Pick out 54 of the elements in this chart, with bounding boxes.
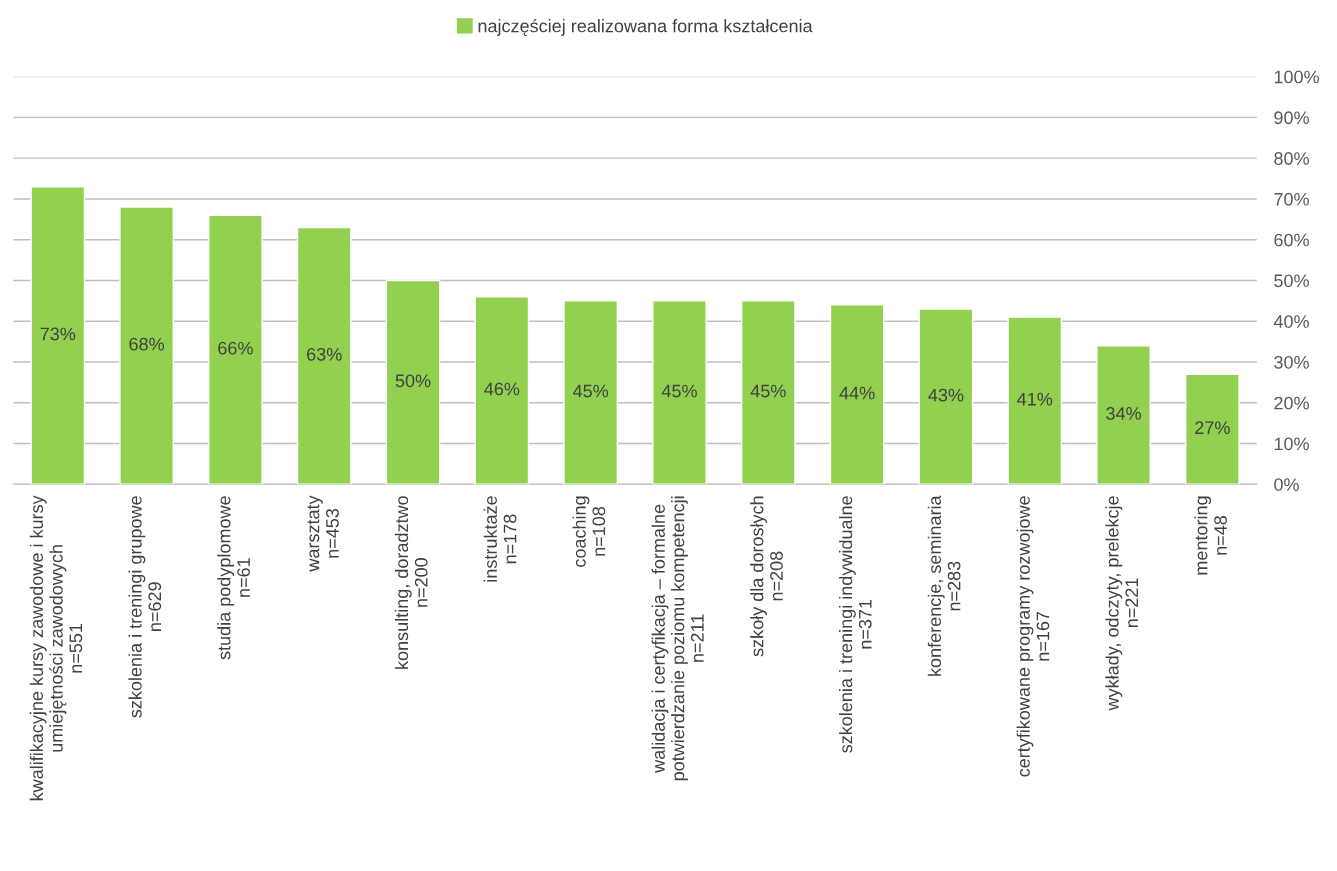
data-label: 73% [40,327,76,341]
x-tick-label: wykłady, odczyty, prelekcje n=221 [1105,496,1138,711]
data-label: 45% [750,384,786,398]
bar [1007,316,1063,485]
data-label: 45% [661,384,697,398]
data-label: 68% [129,337,165,351]
y-tick-label: 10% [1274,437,1309,451]
x-tick-label: mentoring n=48 [1194,496,1227,575]
x-tick-label: coaching n=108 [572,496,606,567]
y-tick-label: 30% [1274,355,1309,369]
x-tick-label: kwalifikacyjne kursy zawodowe i kursy umiejętności zawodowych n=551 [29,495,83,801]
bar [474,296,530,485]
y-tick-label: 20% [1274,396,1309,410]
bar [385,279,441,485]
data-label: 66% [218,341,253,355]
y-tick-label: 70% [1274,192,1309,206]
bar [829,304,885,485]
y-tick-label: 60% [1274,233,1309,247]
data-label: 46% [484,382,520,396]
bar [208,214,263,485]
y-tick-label: 100% [1274,70,1319,84]
bar [740,300,796,485]
bar [918,308,974,485]
x-tick-label: konferencje, seminaria n=283 [927,495,961,676]
bar [652,300,707,485]
y-tick-label: 90% [1274,111,1309,125]
data-label: 45% [573,384,609,398]
bar [1185,373,1240,485]
x-tick-label: konsulting, doradztwo n=200 [394,496,428,669]
x-tick-label: walidacja i certyfikacja – formalne potwierdzanie poziomu kompetencji n=211 [651,496,704,781]
bar [563,300,619,485]
x-tick-label: warsztaty n=453 [307,495,339,572]
legend-label: najczęściej realizowana forma kształcenia [478,18,813,36]
data-label: 63% [307,347,342,361]
x-tick-label: certyfikowane programy rozwojowe n=167 [1016,496,1050,777]
bar [119,206,174,485]
data-label: 50% [395,374,431,388]
x-tick-label: szkolenia i treningi grupowe n=629 [128,496,162,718]
x-tick-label: szkolenia i treningi indywidualne n=371 [838,496,872,753]
y-tick-label: 0% [1274,478,1299,491]
y-tick-label: 80% [1274,152,1309,165]
x-tick-label: studia podyplomowe n=61 [217,496,250,660]
x-tick-label: szkoły dla dorosłych n=208 [750,496,783,657]
y-tick-label: 40% [1273,315,1309,328]
bar [296,226,352,485]
x-tick-label: instruktaże n=178 [483,496,517,582]
data-label: 27% [1195,421,1230,435]
bar [30,186,86,485]
data-label: 44% [839,386,875,400]
data-label: 34% [1106,407,1141,420]
bar [1096,344,1151,485]
y-tick-label: 50% [1274,274,1309,288]
data-label: 43% [928,388,964,402]
data-label: 41% [1017,392,1053,406]
